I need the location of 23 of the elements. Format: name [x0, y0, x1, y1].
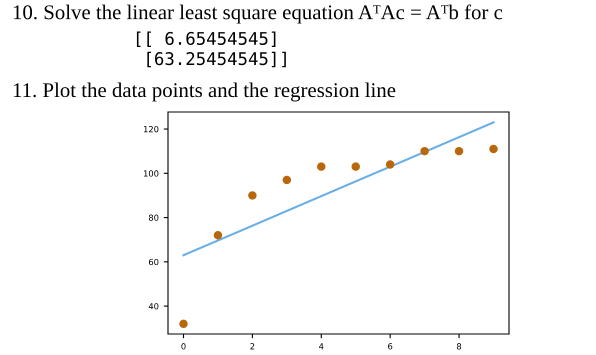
y-tick-label: 100 [144, 170, 158, 177]
point [317, 162, 326, 171]
text: 10. Solve the linear least square equation AᵀAc = Aᵀb for c [14, 4, 502, 24]
point [282, 176, 292, 184]
chart-title: 11. Plot the data points and the regression line [14, 82, 396, 102]
point [489, 144, 498, 154]
point [248, 191, 257, 200]
y-tick-label: 120 [144, 126, 158, 132]
point [454, 146, 464, 156]
point [179, 320, 188, 328]
x-tick-label: 8 [456, 343, 462, 350]
y-tick-label: 40 [148, 303, 158, 310]
x-tick-label: 2 [250, 343, 254, 350]
point [214, 231, 222, 240]
point [420, 146, 429, 156]
text: [[ 6.65454545] [63.25454545]] [136, 32, 286, 68]
point [351, 162, 360, 171]
x-tick-label: 0 [181, 343, 186, 350]
point [386, 160, 394, 169]
y-tick-label: 60 [148, 258, 158, 266]
y-tick-label: 80 [148, 214, 158, 221]
x-tick-label: 6 [388, 343, 392, 350]
x-tick-label: 4 [319, 343, 324, 350]
